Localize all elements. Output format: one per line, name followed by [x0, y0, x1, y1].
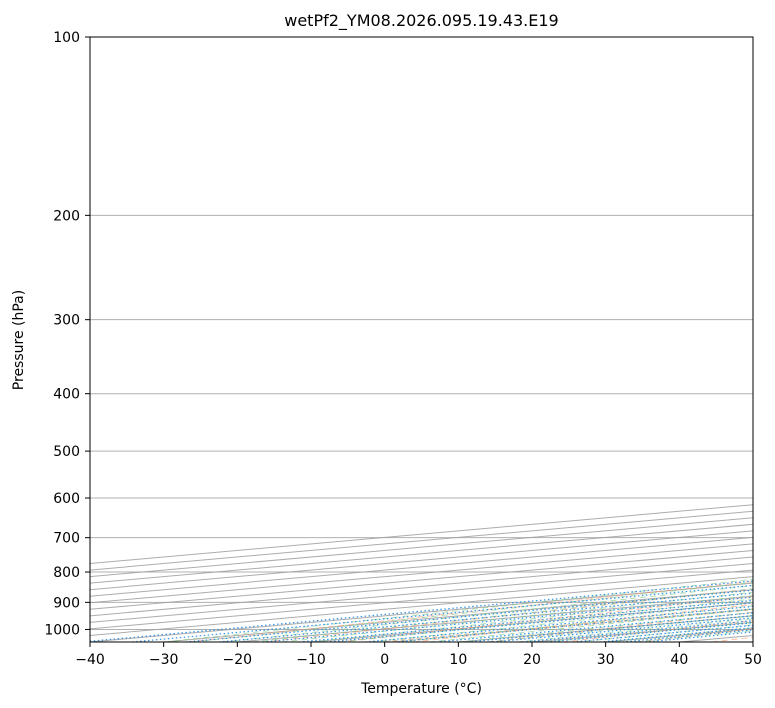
- x-axis-ticks: −40 −30 −20 −10 0 10 20 30 40 50: [75, 642, 762, 668]
- dry-adiabat-line: [188, 580, 753, 642]
- dry-adiabat-line: [636, 628, 753, 642]
- isotherm-line: [90, 523, 753, 584]
- y-tick-label: 700: [53, 531, 80, 547]
- y-tick-label: 400: [53, 387, 80, 403]
- moist-adiabat-line: [487, 615, 753, 642]
- y-tick-label: 100: [53, 30, 80, 46]
- isotherm-line: [90, 504, 753, 565]
- y-tick-label: 900: [53, 595, 80, 611]
- x-tick-label: 10: [449, 652, 467, 668]
- x-tick-label: −30: [149, 652, 179, 668]
- y-tick-label: 1000: [44, 622, 80, 638]
- moist-adiabat-line: [635, 630, 753, 642]
- mixing-ratio-line: [185, 589, 753, 642]
- mixing-ratio-line: [394, 608, 753, 642]
- plot-frame: [89, 36, 754, 643]
- moist-adiabat-line: [163, 578, 753, 642]
- mixing-ratio-lines: [90, 580, 753, 642]
- isotherm-line: [90, 563, 753, 623]
- isotherm-line: [752, 641, 753, 642]
- x-axis-label: Temperature (°C): [360, 681, 482, 697]
- isotherm-line: [90, 576, 753, 636]
- isotherm-line: [458, 615, 753, 642]
- mixing-ratio-line: [326, 602, 753, 642]
- y-tick-label: 800: [53, 565, 80, 581]
- x-tick-label: −10: [296, 652, 326, 668]
- isotherm-line: [163, 589, 753, 642]
- y-tick-label: 300: [53, 313, 80, 329]
- moist-adiabat-line: [369, 601, 753, 642]
- dry-adiabat-line: [338, 596, 753, 642]
- isotherm-line: [90, 517, 753, 578]
- isotherm-line: [90, 536, 753, 597]
- x-tick-label: 30: [597, 652, 615, 668]
- dry-adiabat-line: [487, 611, 753, 642]
- moist-adiabat-line: [281, 591, 753, 642]
- isotherms: [90, 504, 753, 642]
- moist-adiabat-line: [399, 605, 753, 642]
- x-tick-label: 0: [380, 652, 389, 668]
- dry-adiabats: [188, 580, 753, 642]
- isotherm-line: [90, 530, 753, 591]
- isotherm-line: [90, 510, 753, 571]
- isotherm-line: [384, 608, 753, 642]
- moist-adiabat-line: [517, 618, 753, 642]
- y-axis-label: Pressure (hPa): [11, 290, 27, 390]
- x-tick-label: 20: [523, 652, 541, 668]
- isotherm-line: [237, 595, 753, 642]
- moist-adiabat-line: [310, 595, 753, 642]
- isotherm-line: [90, 549, 753, 610]
- x-tick-label: −40: [75, 652, 105, 668]
- isotherm-line: [679, 634, 753, 642]
- pressure-gridlines: [90, 37, 753, 630]
- moist-adiabats: [163, 578, 753, 642]
- x-tick-label: 40: [670, 652, 688, 668]
- moist-adiabat-line: [193, 581, 753, 642]
- chart-title: wetPf2_YM08.2026.095.19.43.E19: [284, 11, 558, 31]
- isotherm-line: [90, 556, 753, 617]
- isotherm-line: [90, 543, 753, 604]
- x-tick-label: 50: [744, 652, 762, 668]
- y-tick-label: 200: [53, 208, 80, 224]
- isotherm-line: [90, 569, 753, 630]
- moist-adiabat-line: [252, 588, 753, 642]
- moist-adiabat-line: [458, 611, 753, 642]
- y-tick-label: 600: [53, 491, 80, 507]
- moist-adiabat-line: [340, 598, 753, 642]
- plot-area: -100-90-80-70-60-50-40-30-20-10010203040…: [90, 37, 753, 642]
- mixing-ratio-line: [436, 612, 753, 642]
- y-axis-ticks: 100 200 300 400 500 600 700 800 900 1000: [44, 30, 90, 638]
- y-tick-label: 500: [53, 444, 80, 460]
- mixing-ratio-line: [365, 605, 753, 642]
- x-tick-label: −20: [223, 652, 253, 668]
